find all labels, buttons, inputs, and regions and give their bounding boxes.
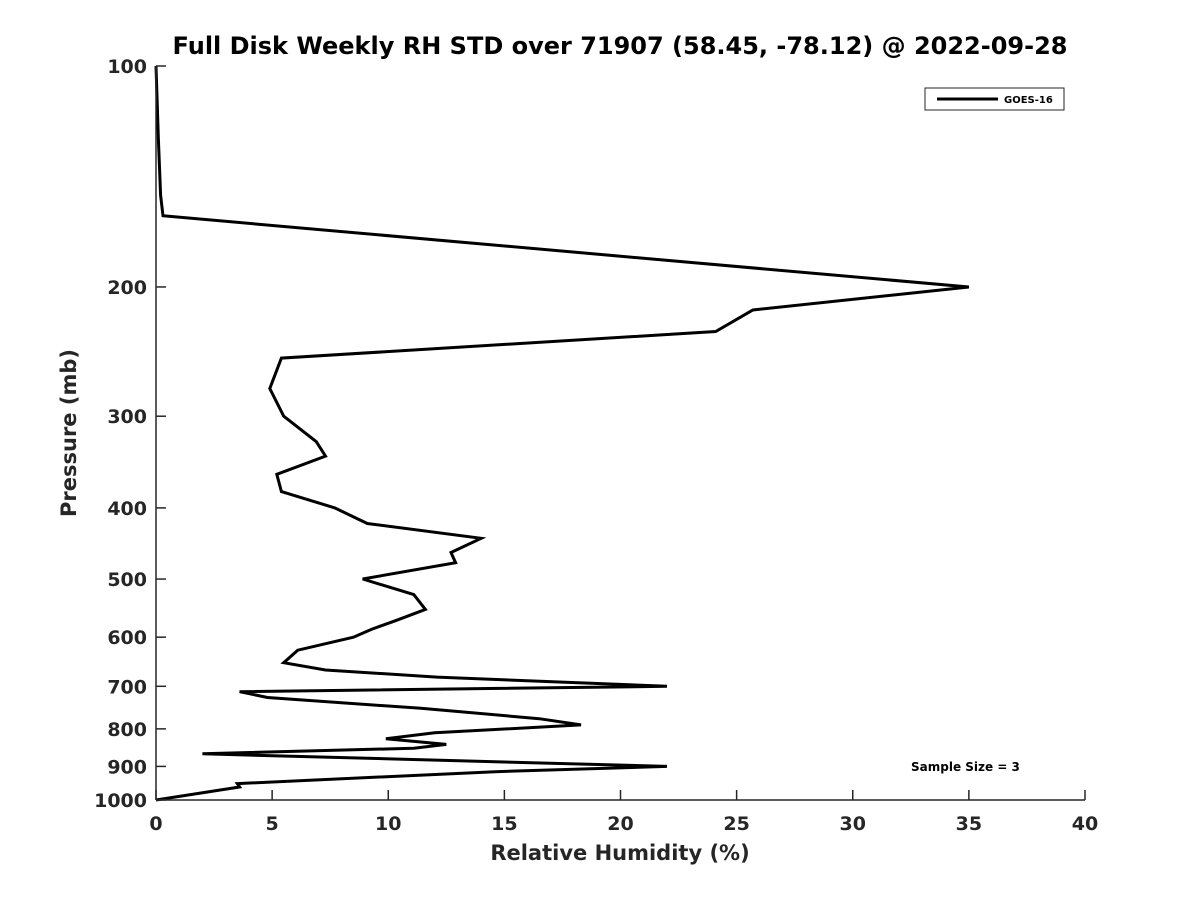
x-axis-label: Relative Humidity (%): [490, 841, 749, 865]
sample-size-annotation: Sample Size = 3: [911, 760, 1020, 774]
y-tick-label-300: 300: [107, 406, 147, 428]
y-tick-label-100: 100: [107, 56, 147, 78]
axis-ticks: 0 5 10 15 20 25 30 35 40 100 200 300 400 500 600 700 800…: [94, 56, 1098, 835]
x-tick-label-10: 10: [375, 813, 401, 835]
legend: GOES-16: [924, 87, 1065, 111]
plot-area: [154, 65, 970, 802]
y-tick-label-800: 800: [107, 719, 147, 741]
x-tick-label-20: 20: [607, 813, 633, 835]
chart-title: Full Disk Weekly RH STD over 71907 (58.4…: [173, 32, 1068, 60]
y-tick-label-500: 500: [107, 569, 147, 591]
x-tick-label-30: 30: [840, 813, 866, 835]
series-line-goes-16: [154, 65, 970, 802]
y-tick-label-1000: 1000: [94, 790, 147, 812]
y-tick-label-200: 200: [107, 277, 147, 299]
x-tick-label-25: 25: [723, 813, 749, 835]
x-tick-label-35: 35: [956, 813, 982, 835]
x-tick-label-0: 0: [149, 813, 162, 835]
x-tick-label-40: 40: [1072, 813, 1098, 835]
x-tick-label-5: 5: [266, 813, 279, 835]
x-tick-label-15: 15: [491, 813, 517, 835]
legend-label-goes-16: GOES-16: [1004, 95, 1053, 106]
y-tick-label-400: 400: [107, 498, 147, 520]
y-tick-label-700: 700: [107, 676, 147, 698]
y-tick-label-600: 600: [107, 627, 147, 649]
y-tick-label-900: 900: [107, 756, 147, 778]
y-axis-label: Pressure (mb): [57, 349, 81, 517]
